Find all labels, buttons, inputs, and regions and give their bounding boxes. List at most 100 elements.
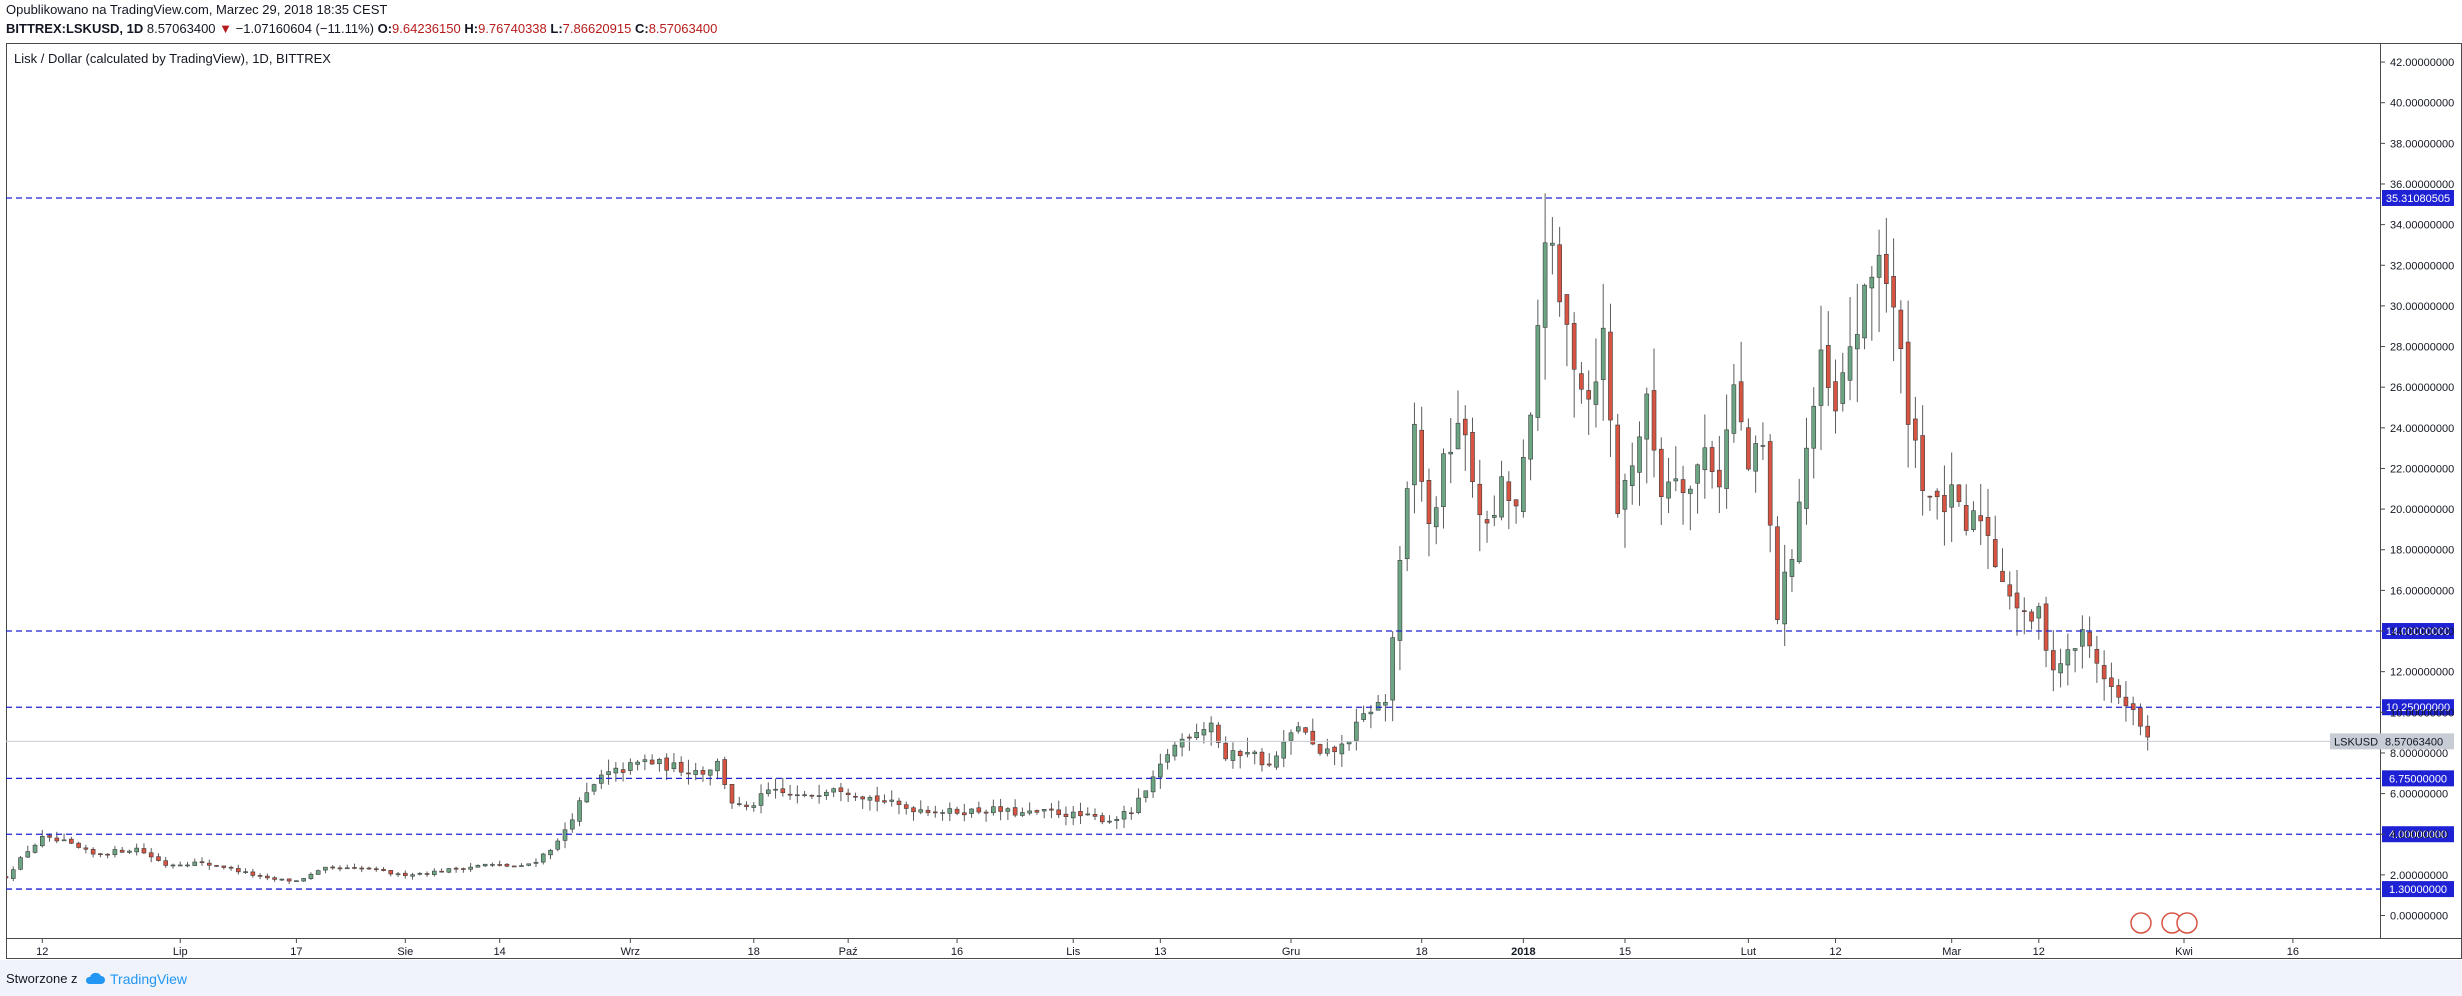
candle — [301, 878, 306, 882]
candle — [1644, 387, 1650, 484]
candle-body — [1942, 495, 1947, 513]
candle-body — [903, 804, 909, 809]
chart-frame[interactable]: Lisk / Dollar (calculated by TradingView… — [3, 43, 2462, 959]
candle — [1332, 745, 1337, 766]
chart-title: Lisk / Dollar (calculated by TradingView… — [14, 51, 331, 66]
candlestick-chart[interactable]: Lisk / Dollar (calculated by TradingView… — [3, 43, 2462, 959]
symbol-name[interactable]: BITTREX:LSKUSD, 1D — [6, 21, 144, 36]
candle-body — [591, 784, 597, 792]
candle — [932, 805, 938, 818]
tradingview-link[interactable]: TradingView — [110, 971, 188, 987]
candle — [2065, 633, 2071, 686]
candle-body — [381, 869, 386, 871]
x-tick-label: 18 — [748, 946, 760, 958]
candle-body — [76, 842, 81, 848]
candle-body — [163, 860, 169, 866]
candle — [83, 844, 89, 854]
candle — [729, 784, 735, 809]
candle-body — [1325, 748, 1330, 754]
candle-body — [795, 794, 800, 797]
candle — [257, 873, 263, 880]
candle-body — [373, 868, 379, 871]
candle — [882, 794, 887, 804]
candle — [156, 853, 161, 862]
candle — [1956, 484, 1962, 507]
us-flag-icon[interactable] — [2130, 912, 2152, 934]
candle — [1448, 418, 1454, 484]
candle-body — [1753, 443, 1758, 472]
event-flags[interactable] — [2130, 912, 2198, 934]
candle — [432, 868, 437, 877]
candle — [1274, 751, 1279, 770]
candle — [606, 759, 611, 785]
candle-body — [1746, 427, 1751, 470]
published-caption: Opublikowano na TradingView.com, Marzec … — [6, 2, 388, 17]
candle — [1288, 729, 1294, 755]
candle-body — [236, 868, 241, 873]
y-tick-label: 40.00000000 — [2390, 98, 2454, 110]
candle-body — [2101, 665, 2107, 680]
candle — [555, 838, 561, 852]
candle-body — [911, 807, 916, 813]
level-label-box — [2382, 826, 2454, 843]
candle-body — [127, 850, 132, 853]
candle — [1397, 545, 1403, 671]
candle — [991, 799, 996, 816]
candle-body — [1615, 424, 1621, 514]
candle-body — [845, 792, 851, 795]
us-flag-icon[interactable] — [2176, 912, 2198, 934]
candle — [1818, 305, 1824, 450]
candle — [1426, 468, 1432, 557]
candle-body — [69, 838, 74, 844]
candle-body — [1542, 242, 1548, 328]
candle — [780, 777, 786, 797]
candle-body — [940, 812, 945, 814]
candle-body — [1404, 488, 1410, 560]
candle-body — [250, 871, 256, 876]
candle-body — [1339, 743, 1345, 755]
candle-body — [141, 848, 147, 854]
candle — [163, 857, 169, 868]
candle — [1085, 807, 1091, 816]
candle — [2101, 650, 2107, 701]
candle — [918, 800, 924, 815]
candle — [1804, 417, 1809, 525]
y-tick-label: 14.00000000 — [2390, 626, 2454, 638]
candle-body — [1557, 244, 1562, 303]
level-label: 6.75000000 — [2389, 773, 2447, 785]
candle-body — [1107, 820, 1112, 823]
candle-body — [1622, 480, 1628, 510]
candle — [1913, 396, 1918, 469]
candle-body — [1796, 501, 1802, 562]
candle — [1252, 750, 1258, 765]
candle — [1978, 484, 1984, 545]
candle — [1550, 217, 1555, 275]
candle — [10, 866, 16, 882]
candle — [1158, 753, 1163, 789]
candle-body — [199, 861, 205, 863]
candle-body — [395, 873, 401, 876]
candle-body — [736, 803, 742, 805]
candle-body — [2065, 649, 2071, 666]
x-tick-label: Wrz — [621, 946, 640, 958]
candle-body — [2036, 606, 2042, 619]
candle — [2058, 648, 2063, 688]
candle — [838, 782, 844, 802]
candle — [1629, 442, 1635, 505]
candle — [795, 785, 800, 804]
candle — [286, 878, 292, 885]
candle — [584, 782, 590, 804]
candle-body — [1099, 815, 1105, 823]
candle — [1724, 394, 1729, 509]
candle-body — [577, 800, 582, 822]
candle — [76, 841, 81, 849]
candle — [1310, 718, 1316, 746]
candle — [1237, 749, 1243, 769]
candle-body — [1012, 807, 1018, 816]
candle-body — [744, 804, 749, 807]
candle-body — [1412, 423, 1417, 486]
candle-body — [925, 809, 931, 814]
tradingview-cloud-icon[interactable] — [84, 972, 106, 986]
candle — [1963, 484, 1969, 536]
candle — [61, 833, 67, 842]
